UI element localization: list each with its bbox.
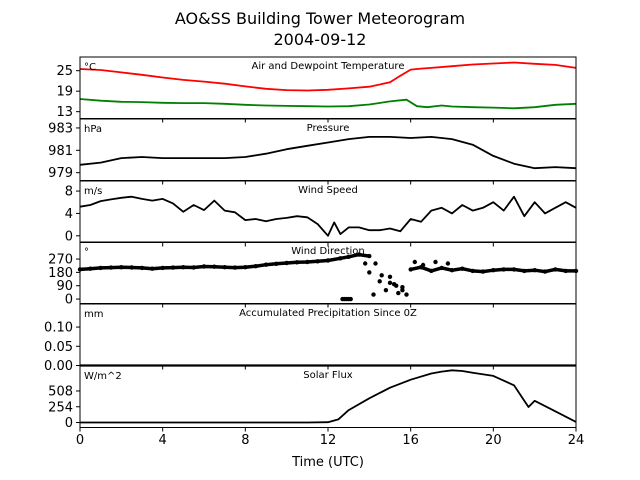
- temp-unit-label: °C: [84, 62, 96, 73]
- wdir-point: [367, 270, 372, 275]
- wspd-ytick-label: 0: [65, 229, 73, 244]
- temp-ytick-label: 19: [56, 85, 73, 100]
- wdir-point: [404, 292, 409, 297]
- temp-ytick-label: 25: [56, 64, 73, 79]
- pres-ytick-label: 981: [48, 144, 73, 159]
- wdir-ytick-label: 180: [48, 266, 73, 281]
- figure-title-line1: AO&SS Building Tower Meteorogram: [175, 9, 465, 28]
- wdir-point: [379, 273, 384, 278]
- wdir-point: [445, 261, 451, 266]
- pres-series-0: [79, 136, 577, 170]
- solar-series-0: [80, 369, 577, 424]
- panels-group: 13 19 25 °C Air and Dewpoint Temperature 979 9…: [44, 56, 579, 432]
- wdir-point: [377, 279, 382, 284]
- panel-temp: 13 19 25 °C Air and Dewpoint Temperature: [56, 56, 577, 123]
- wdir-point: [348, 296, 353, 302]
- solar-ytick-label: 508: [48, 384, 73, 399]
- precip-ytick-label: 0.10: [44, 321, 73, 336]
- x-tick-label: 4: [159, 433, 167, 448]
- pres-ytick-label: 983: [48, 121, 73, 136]
- wdir-point: [371, 292, 376, 297]
- solar-panel-title: Solar Flux: [303, 370, 353, 381]
- x-tick-label: 16: [402, 433, 419, 448]
- x-tick-label: 0: [76, 433, 84, 448]
- figure-title-line2: 2004-09-12: [274, 30, 367, 49]
- x-tick-label: 8: [241, 433, 249, 448]
- solar-unit-label: W/m^2: [84, 371, 122, 382]
- temp-ytick-label: 13: [56, 105, 73, 120]
- wspd-panel-title: Wind Speed: [298, 185, 358, 196]
- precip-ytick-label: 0.00: [44, 359, 73, 374]
- wdir-point: [412, 259, 417, 265]
- x-axis: 0 4 8 12 16 20 24: [76, 433, 584, 448]
- solar-ytick-label: 254: [48, 400, 73, 415]
- wdir-point: [433, 259, 438, 265]
- wdir-unit-label: °: [84, 247, 89, 258]
- precip-unit-label: mm: [84, 309, 103, 320]
- wspd-unit-label: m/s: [84, 186, 102, 197]
- wdir-point: [387, 274, 393, 279]
- solar-ytick-label: 0: [65, 416, 73, 431]
- wdir-ytick-label: 270: [48, 253, 73, 268]
- wdir-point: [373, 261, 378, 266]
- wdir-ytick-label: 90: [56, 279, 73, 294]
- wdir-point: [396, 290, 401, 296]
- pres-panel-title: Pressure: [307, 123, 350, 134]
- wdir-ytick-label: 0: [65, 293, 73, 308]
- wspd-ytick-label: 4: [65, 207, 73, 222]
- wdir-point: [420, 262, 426, 268]
- temp-series-1: [79, 98, 577, 110]
- temp-series-0: [79, 61, 577, 92]
- pres-unit-label: hPa: [84, 124, 102, 135]
- wdir-point: [363, 261, 368, 266]
- wspd-series-0: [79, 195, 577, 237]
- precip-ytick-label: 0.05: [44, 340, 73, 355]
- wspd-ytick-label: 8: [65, 185, 73, 200]
- wdir-point: [387, 280, 393, 285]
- wdir-point: [383, 288, 389, 293]
- x-tick-label: 24: [568, 433, 585, 448]
- temp-panel-title: Air and Dewpoint Temperature: [252, 61, 405, 72]
- precip-panel-title: Accumulated Precipitation Since 0Z: [239, 308, 417, 319]
- wdir-panel-title: Wind Direction: [291, 246, 365, 257]
- wdir-series-line: [79, 252, 576, 274]
- x-tick-label: 20: [485, 433, 502, 448]
- wdir-point: [391, 282, 397, 287]
- wdir-point: [400, 285, 405, 290]
- pres-ytick-label: 979: [48, 166, 73, 181]
- x-tick-label: 12: [320, 433, 337, 448]
- x-axis-label: Time (UTC): [291, 455, 364, 470]
